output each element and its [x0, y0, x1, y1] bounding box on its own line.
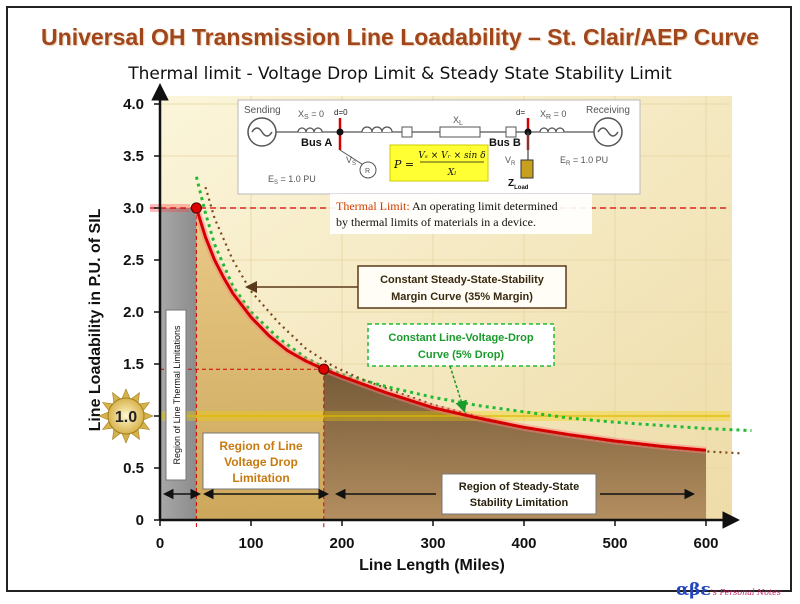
region-thermal-label: Region of Line Thermal Limitations: [165, 309, 187, 481]
y-tick-label: 0.5: [123, 460, 144, 477]
x-tick-label: 400: [511, 535, 536, 552]
xl-reactance-icon: [439, 126, 481, 138]
xr-label: XR = 0: [540, 109, 566, 121]
sending-label: Sending: [244, 105, 281, 116]
page-subtitle: Thermal limit - Voltage Drop Limit & Ste…: [128, 64, 672, 84]
x-tick-label: 300: [420, 535, 445, 552]
bus-a-label: Bus A: [301, 137, 332, 149]
vs-label: VS: [346, 155, 356, 167]
y-tick-label: 2.5: [123, 252, 144, 269]
thermal-line1-text: An operating limit determined: [410, 199, 558, 213]
x-tick-label: 100: [238, 535, 263, 552]
stability-region: [323, 369, 706, 520]
formula-lhs: P =: [393, 158, 414, 171]
bus-a-node: [336, 128, 344, 136]
vr-label: VR: [505, 155, 516, 167]
er-label: ER = 1.0 PU: [560, 155, 608, 167]
y-tick-label: 3.5: [123, 148, 144, 165]
breaker-right-icon: [505, 126, 517, 138]
receiving-label: Receiving: [586, 105, 630, 116]
x-axis-label: Line Length (Miles): [359, 557, 505, 574]
sil-sun-icon: 1.0: [98, 388, 154, 444]
x-tick-label: 200: [329, 535, 354, 552]
stab2-text: Margin Curve (35% Margin): [391, 291, 533, 303]
breaker-left-icon: [401, 126, 413, 138]
sr2-text: Stability Limitation: [470, 497, 569, 509]
y-tick-label: 3.0: [123, 200, 144, 217]
sending-wave-icon: [251, 127, 273, 137]
thermal-note-box: [330, 194, 592, 234]
d-label: d=: [516, 108, 525, 117]
y-tick-label: 4.0: [123, 96, 144, 113]
x-tick-label: 0: [156, 535, 164, 552]
y-tick-label: 1.5: [123, 356, 144, 373]
vr2-text: Voltage Drop: [224, 455, 298, 469]
vd2-text: Curve (5% Drop): [418, 349, 505, 361]
formula-denominator: Xₗ: [447, 168, 457, 178]
formula-numerator: Vₛ × Vᵣ × sin δ: [418, 151, 485, 161]
bus-b-label: Bus B: [489, 137, 521, 149]
d0-label: d=0: [334, 108, 348, 117]
x-tick-label: 500: [602, 535, 627, 552]
sun-disc: [107, 397, 145, 435]
vr3-text: Limitation: [232, 471, 289, 485]
stability-margin-callout: Constant Steady-State-Stability Margin C…: [245, 265, 567, 309]
vr1-text: Region of Line: [219, 439, 303, 453]
key-point: [318, 363, 330, 375]
transformer-icon: [361, 126, 393, 133]
load-icon: [520, 159, 534, 179]
footer-logo: αβε's Personal Notes: [676, 580, 781, 600]
vd1-text: Constant Line-Voltage-Drop: [388, 332, 534, 344]
zload-label: ZLoad: [508, 178, 529, 191]
es-label: ES = 1.0 PU: [268, 174, 316, 186]
sr1-text: Region of Steady-State: [459, 481, 579, 493]
receiving-wave-icon: [597, 127, 619, 137]
vs-meter-icon: [359, 161, 377, 179]
region-voltage-label: Region of Line Voltage Drop Limitation: [202, 432, 320, 490]
y-tick-label: 2.0: [123, 304, 144, 321]
x-tick-label: 600: [693, 535, 718, 552]
page-title: Universal OH Transmission Line Loadabili…: [41, 24, 759, 50]
r-label: R: [365, 168, 370, 175]
circuit-diagram: Sending Receiving R XS = 0 XL XR = 0 d=0…: [237, 99, 641, 195]
key-point: [190, 202, 202, 214]
voltage-drop-callout-arrow: [449, 365, 467, 413]
region-stability-label: Region of Steady-State Stability Limitat…: [441, 473, 597, 515]
thermal-line2-text: by thermal limits of materials in a devi…: [336, 215, 536, 229]
voltage-drop-curve: [194, 176, 752, 433]
thermal-note-text: Thermal Limit: An operating limit determ…: [336, 199, 561, 229]
y-axis-label: Line Loadability in P.U. of SIL: [87, 208, 104, 431]
y-tick-label: 0: [136, 512, 144, 529]
thermalRegion-text: Region of Line Thermal Limitations: [172, 325, 182, 464]
sil-marker-label: 1.0: [115, 409, 137, 426]
footer-logo-text: 's Personal Notes: [710, 588, 781, 597]
voltage-drop-callout: Constant Line-Voltage-Drop Curve (5% Dro…: [367, 323, 555, 413]
xs-label: XS = 0: [298, 109, 324, 121]
formula-box: [389, 144, 489, 182]
stab1-text: Constant Steady-State-Stability: [380, 274, 545, 286]
xs-inductor-icon: [297, 127, 323, 133]
footer-logo-symbol: αβε: [676, 580, 711, 600]
xr-inductor-icon: [539, 127, 565, 133]
xl-label: XL: [453, 115, 463, 127]
